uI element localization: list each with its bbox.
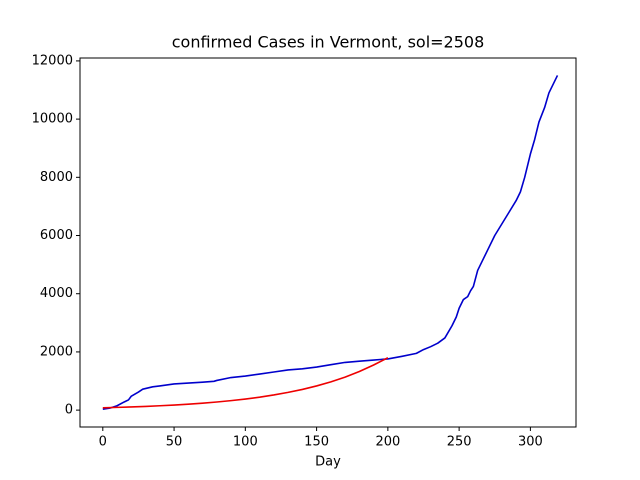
x-tick-label: 150 bbox=[304, 435, 329, 450]
chart-title: confirmed Cases in Vermont, sol=2508 bbox=[172, 33, 485, 52]
x-tick-label: 200 bbox=[375, 435, 400, 450]
y-tick-label: 2000 bbox=[40, 344, 73, 359]
y-tick-label: 6000 bbox=[40, 228, 73, 243]
x-tick-label: 100 bbox=[233, 435, 258, 450]
x-axis-label: Day bbox=[315, 455, 341, 470]
y-tick-label: 12000 bbox=[32, 53, 73, 68]
data-line bbox=[102, 357, 389, 409]
x-tick-label: 250 bbox=[447, 435, 472, 450]
y-tick-label: 0 bbox=[65, 403, 73, 418]
plot-frame bbox=[79, 57, 577, 428]
x-tick-label: 300 bbox=[518, 435, 543, 450]
data-line bbox=[102, 75, 559, 411]
y-tick-label: 4000 bbox=[40, 286, 73, 301]
x-tick-label: 0 bbox=[99, 435, 107, 450]
x-tick-label: 50 bbox=[166, 435, 183, 450]
y-tick-label: 8000 bbox=[40, 170, 73, 185]
y-tick-label: 10000 bbox=[32, 112, 73, 127]
